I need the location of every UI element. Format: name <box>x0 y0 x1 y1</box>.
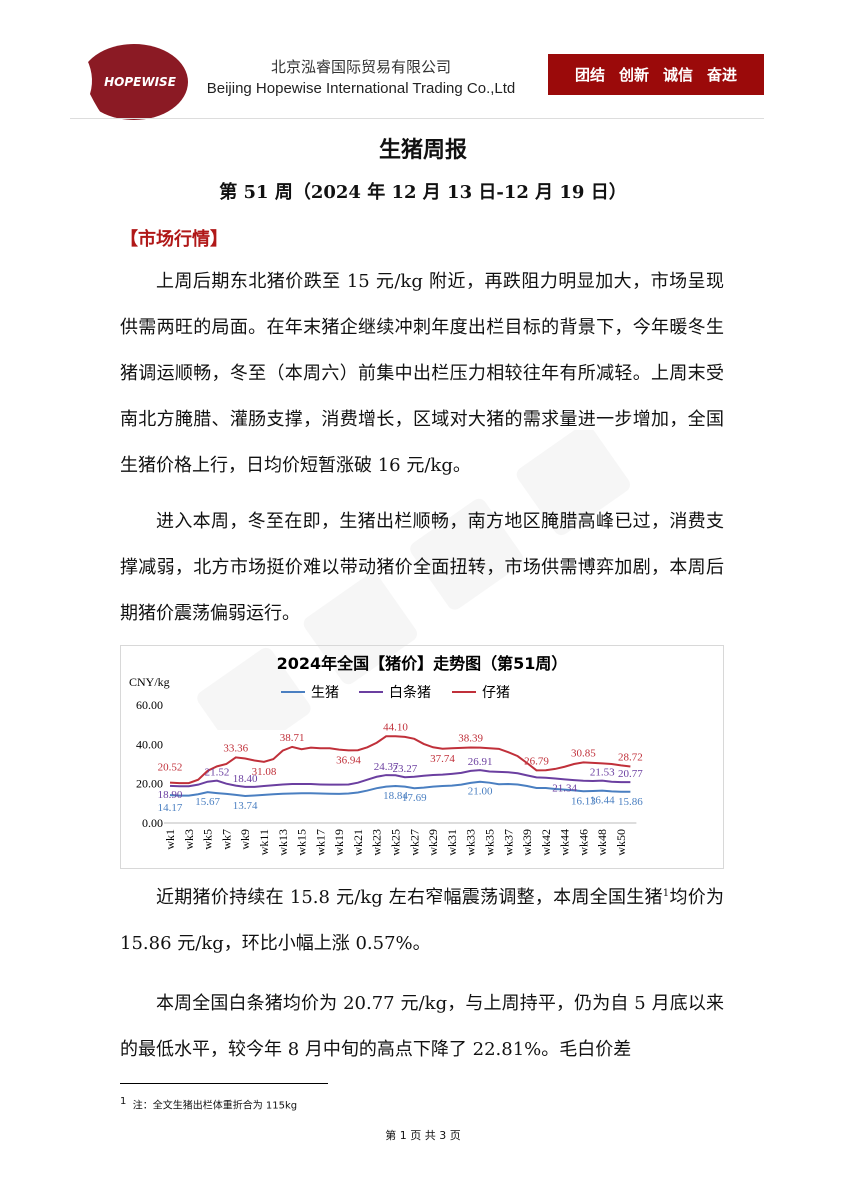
y-tick-label: 0.00 <box>142 816 163 830</box>
data-label: 21.52 <box>205 767 230 779</box>
x-tick-label: wk1 <box>163 829 177 850</box>
x-tick-label: wk48 <box>595 829 609 856</box>
x-tick-label: wk15 <box>295 829 309 856</box>
footnote-text: 注：全文生猪出栏体重折合为 115kg <box>132 1100 298 1112</box>
data-label: 17.69 <box>402 792 427 804</box>
data-label: 44.10 <box>383 721 408 733</box>
company-logo: HOPEWISE <box>80 44 188 120</box>
x-tick-label: wk44 <box>558 829 572 856</box>
data-label: 20.52 <box>158 762 183 774</box>
svg-text:HOPEWISE: HOPEWISE <box>104 75 177 89</box>
para-text: 近期猪价持续在 15.8 元/kg 左右窄幅震荡调整，本周全国生猪 <box>156 887 663 908</box>
x-tick-label: wk37 <box>501 829 515 856</box>
company-name-en: Beijing Hopewise International Trading C… <box>206 80 516 97</box>
x-tick-label: wk9 <box>238 829 252 850</box>
data-label: 15.67 <box>195 796 220 808</box>
data-label: 21.53 <box>590 767 615 779</box>
header-divider <box>70 118 764 119</box>
x-tick-label: wk29 <box>426 829 440 856</box>
x-tick-label: wk50 <box>614 829 628 856</box>
x-tick-label: wk39 <box>520 829 534 856</box>
slogan: 团结 <box>574 66 605 84</box>
data-label: 18.40 <box>233 773 258 785</box>
report-title: 生猪周报 <box>378 137 467 163</box>
data-label: 24.37 <box>374 761 399 773</box>
series-line-2 <box>169 735 631 785</box>
data-label: 26.79 <box>524 755 549 767</box>
x-tick-label: wk11 <box>257 829 271 855</box>
y-tick-label: 20.00 <box>136 777 163 791</box>
data-label: 38.71 <box>280 732 305 744</box>
data-label: 20.77 <box>618 768 643 780</box>
x-tick-label: wk25 <box>389 829 403 856</box>
legend-label: 生猪 <box>311 685 339 701</box>
footnote-mark: 1 <box>120 1096 127 1107</box>
data-label: 38.39 <box>458 732 483 744</box>
report-body: 上周后期东北猪价跌至 15 元/kg 附近，再跌阻力明显加大，市场呈现供需两旺的… <box>120 259 724 1073</box>
series-line-1 <box>169 769 631 788</box>
x-tick-label: wk21 <box>351 829 365 856</box>
data-label: 14.17 <box>158 802 183 814</box>
x-tick-label: wk17 <box>313 829 327 856</box>
footnote-divider <box>120 1083 328 1084</box>
page-number: 第 1 页 共 3 页 <box>385 1129 461 1142</box>
data-label: 31.08 <box>252 766 277 778</box>
section-heading: 【市场行情】 <box>120 229 228 250</box>
y-tick-label: 40.00 <box>136 737 163 751</box>
data-label: 18.90 <box>158 789 183 801</box>
data-label: 33.36 <box>223 742 248 754</box>
data-label: 15.86 <box>618 796 643 808</box>
footnote-ref: 1 <box>662 888 670 899</box>
x-tick-label: wk31 <box>445 829 459 856</box>
footnote: 1 注：全文生猪出栏体重折合为 115kg <box>120 1096 297 1111</box>
data-label: 36.94 <box>336 754 361 766</box>
x-tick-label: wk3 <box>182 829 196 850</box>
chart-svg: 2024年全国【猪价】走势图（第51周） CNY/kg 生猪 白条猪 仔猪 0.00 20.… <box>129 654 643 856</box>
paragraph: 近期猪价持续在 15.8 元/kg 左右窄幅震荡调整，本周全国生猪1均价为 15… <box>120 871 724 967</box>
data-label: 21.00 <box>468 786 493 798</box>
data-label: 30.85 <box>571 747 596 759</box>
x-tick-label: wk33 <box>464 829 478 856</box>
data-label: 13.74 <box>233 800 258 812</box>
x-tick-label: wk23 <box>370 829 384 856</box>
slogan: 创新 <box>618 66 649 84</box>
data-label: 37.74 <box>430 753 455 765</box>
price-chart: 2024年全国【猪价】走势图（第51周） CNY/kg 生猪 白条猪 仔猪 0.00 20.… <box>120 645 724 869</box>
data-label: 18.84 <box>383 790 408 802</box>
x-tick-label: wk46 <box>576 829 590 856</box>
x-tick-label: wk7 <box>219 829 233 850</box>
data-label: 28.72 <box>618 752 643 764</box>
x-tick-label: wk5 <box>201 829 215 850</box>
paragraph: 进入本周，冬至在即，生猪出栏顺畅，南方地区腌腊高峰已过，消费支撑减弱，北方市场挺… <box>120 511 724 624</box>
legend-label: 白条猪 <box>389 684 431 701</box>
x-tick-label: wk27 <box>407 829 421 856</box>
legend-label: 仔猪 <box>482 685 510 701</box>
x-tick-label: wk19 <box>332 829 346 856</box>
data-label: 16.44 <box>590 795 615 807</box>
data-label: 16.13 <box>571 795 596 807</box>
y-tick-label: 60.00 <box>136 698 163 712</box>
company-name-cn: 北京泓睿国际贸易有限公司 <box>270 58 451 76</box>
x-tick-label: wk13 <box>276 829 290 856</box>
slogan: 诚信 <box>663 66 694 84</box>
slogan: 奋进 <box>707 66 738 84</box>
paragraph: 上周后期东北猪价跌至 15 元/kg 附近，再跌阻力明显加大，市场呈现供需两旺的… <box>120 271 724 476</box>
paragraph: 本周全国白条猪均价为 20.77 元/kg，与上周持平，仍为自 5 月底以来的最… <box>120 993 724 1060</box>
x-tick-label: wk42 <box>539 829 553 856</box>
data-label: 23.27 <box>393 763 418 775</box>
y-axis-label: CNY/kg <box>129 675 170 689</box>
para-text: 均价为 15.86 元/kg，环比小幅上涨 0.57%。 <box>120 887 724 954</box>
report-subtitle: 第 51 周（2024 年 12 月 13 日-12 月 19 日） <box>219 182 627 203</box>
slogan-banner: 团结 创新 诚信 奋进 <box>548 54 764 95</box>
data-label: 21.34 <box>552 782 577 794</box>
series-line-0 <box>169 780 631 797</box>
data-label: 26.91 <box>468 756 493 768</box>
chart-title: 2024年全国【猪价】走势图（第51周） <box>277 654 568 673</box>
x-tick-label: wk35 <box>482 829 496 856</box>
